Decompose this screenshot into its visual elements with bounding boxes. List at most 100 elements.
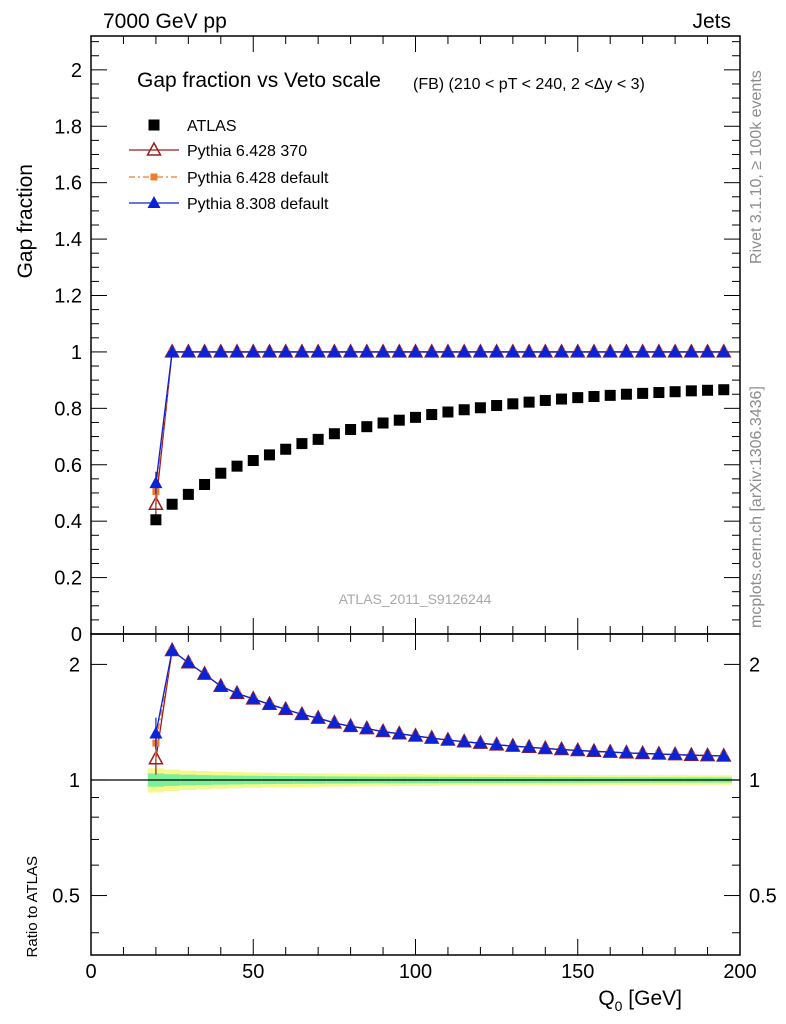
legend: ATLAS Pythia 6.428 370 Pythia 6.428 defaul… [129, 118, 329, 213]
legend-label: Pythia 6.428 370 [187, 143, 307, 160]
data-point [636, 344, 650, 357]
data-point [199, 479, 211, 490]
x-axis-label-subscript: 0 [615, 998, 623, 1014]
data-point [490, 344, 504, 357]
legend-entry: Pythia 6.428 default [129, 170, 329, 187]
data-point [376, 344, 390, 357]
x-tick-label: 150 [561, 961, 594, 983]
data-point [555, 344, 569, 357]
data-point [442, 406, 454, 418]
data-point [718, 384, 730, 396]
data-point [637, 387, 649, 399]
data-point [149, 476, 163, 489]
data-point [150, 514, 162, 526]
data-point [571, 344, 585, 357]
ratio-point [392, 726, 406, 739]
legend-entry: Pythia 6.428 370 [129, 141, 307, 160]
data-point [295, 344, 309, 357]
legend-label: Pythia 6.428 default [187, 170, 329, 187]
data-point [539, 394, 551, 406]
data-point [457, 344, 471, 357]
ratio-point [701, 748, 715, 761]
ratio-point [360, 721, 374, 734]
data-point [653, 387, 665, 399]
ratio-point [603, 745, 617, 758]
ratio-series-pythia-6-428-default [152, 646, 728, 760]
data-point [410, 411, 421, 423]
data-point [360, 344, 374, 357]
data-point [441, 344, 455, 357]
data-point [279, 344, 293, 357]
data-point [702, 384, 714, 396]
data-point [425, 344, 439, 357]
data-point [280, 443, 292, 455]
ratio-point [636, 746, 650, 759]
legend-marker [147, 196, 161, 208]
data-point [491, 400, 503, 412]
ratio-y-axis-label: Ratio to ATLAS [24, 856, 41, 957]
ratio-y-axis-ticks: 0.5 0.5 1 1 2 2 [52, 654, 777, 934]
y-tick-label: 2 [71, 60, 82, 82]
header-category: Jets [692, 10, 731, 33]
y-tick-label: 1.2 [54, 286, 82, 308]
legend-entry: ATLAS [148, 118, 237, 135]
ratio-point [148, 750, 164, 765]
y-tick-label: 1.8 [54, 116, 82, 138]
legend-entry: Pythia 8.308 default [129, 196, 329, 213]
ratio-point [506, 739, 520, 752]
ratio-point [279, 702, 293, 715]
data-point [311, 344, 325, 357]
main-panel: 0 0.2 0.4 0.6 0.8 1 1.2 1.4 1.6 1.8 2 [54, 35, 741, 646]
data-point [262, 344, 276, 357]
x-tick-label: 200 [723, 961, 756, 983]
ratio-point [214, 679, 228, 692]
data-point [263, 449, 275, 461]
ratio-series-line [155, 649, 724, 757]
legend-marker [146, 141, 162, 156]
ratio-series-line [155, 649, 724, 757]
y-tick-label: 1.4 [54, 229, 82, 251]
data-point [458, 404, 470, 416]
ratio-series-line [155, 649, 724, 759]
header-process: 7000 GeV pp [103, 10, 227, 33]
x-axis-label-symbol: Q [598, 987, 614, 1010]
ratio-point [473, 736, 487, 749]
data-point [166, 498, 178, 510]
x-axis-ticks: 0 50 100 150 200 [85, 36, 757, 983]
legend-marker [148, 119, 160, 131]
data-point [717, 344, 731, 357]
data-point [668, 344, 682, 357]
y-tick-label: 0.6 [54, 455, 82, 477]
data-point [652, 344, 666, 357]
data-point [148, 495, 164, 510]
data-point [669, 386, 681, 398]
data-point [247, 455, 259, 467]
ratio-point [376, 724, 390, 737]
ratio-point [230, 686, 244, 699]
ratio-point [441, 733, 455, 746]
ratio-y-tick-label: 2 [69, 654, 80, 676]
ratio-y-tick-label: 1 [69, 770, 80, 792]
y-tick-label: 0.2 [54, 568, 82, 590]
data-point [426, 409, 438, 421]
ratio-point [425, 731, 439, 744]
ratio-point [538, 741, 552, 754]
ratio-y-tick-label: 0.5 [52, 886, 80, 908]
series-atlas [150, 384, 730, 526]
data-point [165, 344, 179, 357]
ratio-point [198, 667, 212, 680]
data-point [296, 438, 308, 450]
data-point [409, 344, 422, 357]
data-point [506, 344, 520, 357]
ratio-point [684, 748, 698, 761]
rivet-version-label: Rivet 3.1.10, ≥ 100k events [748, 70, 765, 264]
data-point [312, 433, 324, 445]
ratio-point [522, 740, 536, 753]
y-tick-label: 0 [71, 624, 82, 646]
data-point [327, 344, 341, 357]
ratio-panel-frame [90, 633, 741, 956]
data-point [523, 396, 535, 408]
y-axis-ticks: 0 0.2 0.4 0.6 0.8 1 1.2 1.4 1.6 1.8 2 [54, 41, 740, 646]
x-tick-label: 50 [242, 961, 264, 983]
